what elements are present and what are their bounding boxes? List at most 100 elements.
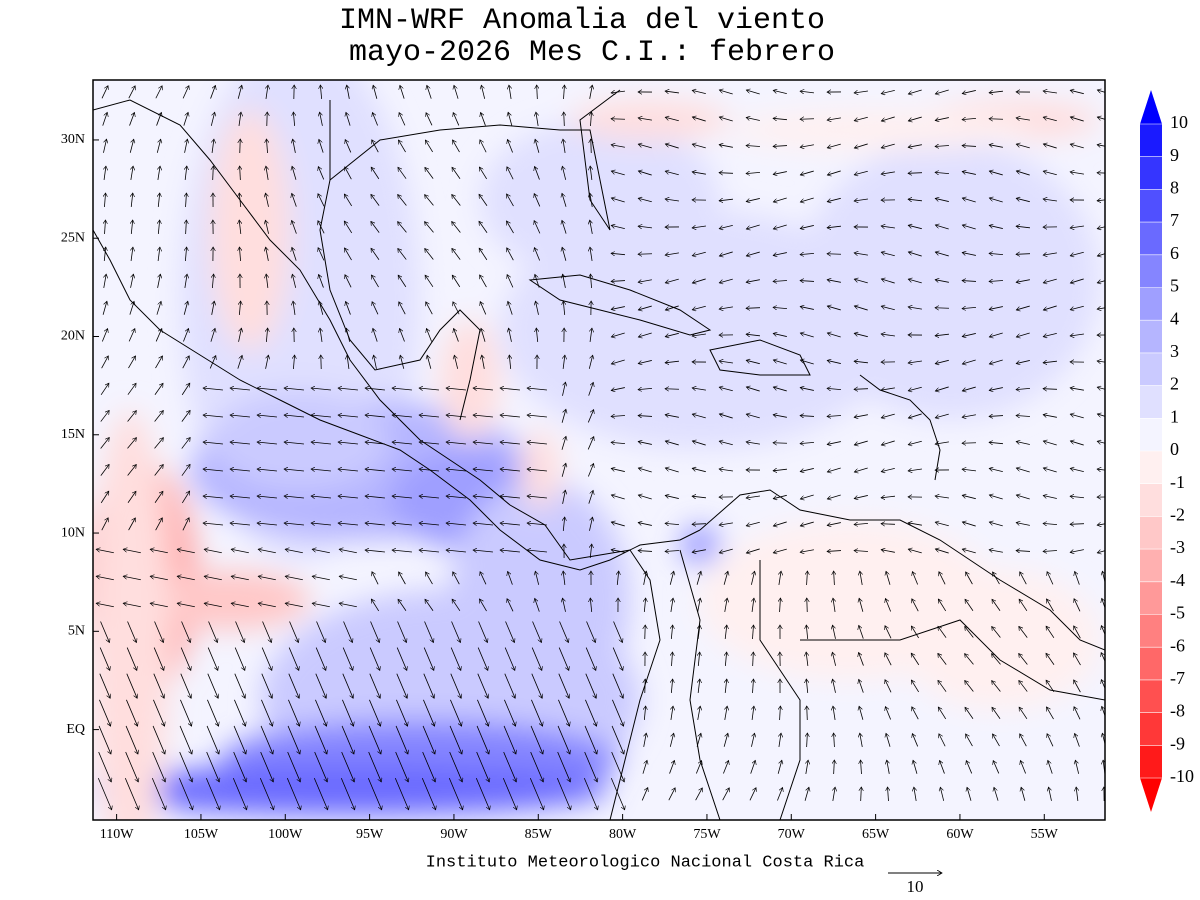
wind-arrow: [1102, 571, 1105, 584]
wind-arrow: [181, 464, 190, 476]
wind-arrow: [671, 598, 673, 612]
wind-arrow: [1016, 360, 1030, 363]
wind-arrow: [398, 167, 407, 179]
wind-arrow: [203, 523, 223, 525]
wind-arrow: [1097, 523, 1105, 525]
wind-arrow: [315, 647, 326, 671]
wind-arrow: [881, 413, 895, 418]
wind-arrow: [213, 166, 214, 181]
wind-arrow: [692, 117, 706, 122]
wind-arrow: [1043, 144, 1057, 149]
wind-arrow: [1097, 173, 1105, 174]
wind-arrow: [1073, 653, 1081, 666]
wind-arrow: [105, 220, 106, 235]
wind-arrow: [100, 410, 109, 422]
colorbar-segment: [1140, 745, 1162, 779]
wind-arrow: [908, 225, 922, 230]
wind-arrow: [454, 355, 459, 369]
wind-arrow: [908, 413, 922, 418]
wind-arrow: [203, 388, 223, 390]
wind-arrow: [153, 699, 164, 726]
wind-arrow: [419, 442, 439, 444]
wind-arrow: [832, 652, 837, 666]
anomaly-blob: [93, 410, 170, 820]
wind-arrow: [535, 166, 540, 180]
wind-arrow: [503, 751, 517, 782]
wind-arrow: [1016, 118, 1030, 120]
wind-arrow: [562, 247, 567, 261]
wind-arrow: [424, 621, 434, 642]
wind-arrow: [753, 652, 754, 667]
wind-arrow: [500, 550, 520, 552]
wind-arrow: [777, 760, 782, 774]
colorbar-segment: [1140, 418, 1162, 452]
wind-arrow: [311, 415, 331, 417]
wind-arrow: [131, 247, 133, 261]
lat-tick-label: 5N: [68, 624, 85, 639]
wind-arrow: [1046, 680, 1055, 693]
colorbar-segment: [1140, 189, 1162, 223]
wind-arrow: [312, 603, 330, 608]
wind-arrow: [750, 760, 756, 774]
wind-arrow: [446, 415, 466, 417]
wind-arrow: [881, 279, 895, 284]
wind-arrow: [396, 647, 407, 671]
wind-arrow: [233, 751, 247, 782]
wind-arrow: [289, 621, 299, 642]
wind-arrow: [398, 195, 407, 206]
wind-arrow: [369, 699, 380, 726]
wind-arrow: [692, 496, 706, 498]
wind-arrow: [834, 760, 835, 775]
wind-arrow: [453, 113, 460, 126]
wind-arrow: [284, 415, 304, 417]
wind-arrow: [365, 415, 385, 417]
wind-arrow: [935, 334, 949, 336]
wind-arrow: [881, 306, 895, 311]
wind-arrow: [989, 416, 1004, 417]
wind-arrow: [396, 699, 407, 726]
wind-arrow: [935, 252, 949, 257]
wind-arrow: [967, 787, 972, 801]
anomaly-blob: [150, 570, 310, 630]
wind-arrow: [638, 226, 652, 228]
wind-arrow: [859, 652, 864, 666]
wind-arrow: [746, 198, 760, 201]
wind-vectors: [96, 85, 1105, 810]
wind-arrow: [725, 652, 726, 667]
wind-arrow: [827, 441, 841, 445]
wind-arrow: [719, 469, 733, 471]
wind-arrow: [861, 760, 862, 775]
wind-arrow: [854, 551, 869, 552]
wind-arrow: [561, 436, 566, 450]
wind-arrow: [398, 140, 406, 153]
wind-arrow: [1043, 415, 1057, 418]
wind-arrow: [1076, 787, 1078, 801]
wind-arrow: [1097, 117, 1105, 121]
wind-arrow: [800, 360, 814, 365]
wind-arrow: [1046, 626, 1055, 639]
wind-arrow: [611, 253, 626, 254]
wind-arrow: [1101, 626, 1105, 636]
wind-arrow: [800, 281, 815, 282]
wind-arrow: [719, 307, 733, 309]
wind-arrow: [854, 199, 868, 201]
wind-arrow: [239, 220, 241, 234]
anomaly-blob: [93, 765, 610, 815]
wind-arrow: [207, 673, 218, 699]
wind-arrow: [860, 733, 863, 747]
wind-arrow: [259, 777, 273, 810]
wind-arrow: [962, 495, 976, 500]
wind-arrow: [1070, 117, 1084, 122]
wind-arrow: [989, 522, 1003, 527]
wind-arrow: [590, 112, 591, 127]
wind-arrow: [563, 355, 565, 369]
wind-arrow: [423, 673, 434, 699]
wind-arrow: [210, 85, 216, 99]
wind-arrow: [1070, 278, 1084, 283]
wind-arrow: [881, 252, 895, 257]
wind-arrow: [425, 222, 434, 233]
wind-arrow: [854, 253, 868, 255]
wind-arrow: [562, 598, 566, 612]
wind-arrow: [696, 571, 701, 585]
wind-arrow: [562, 166, 567, 180]
